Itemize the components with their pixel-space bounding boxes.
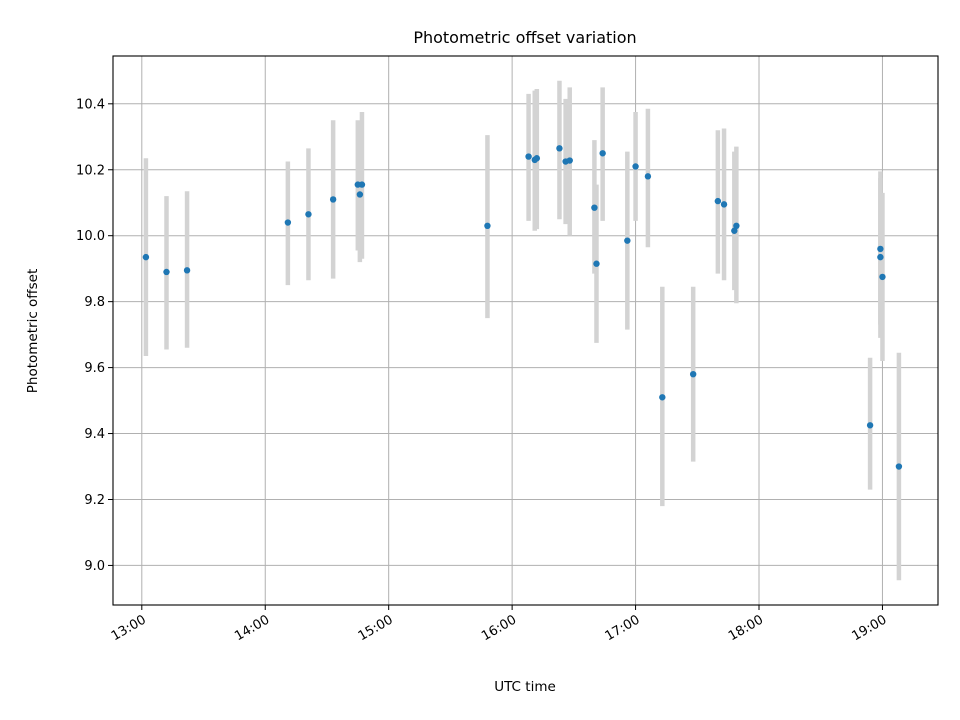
data-points [142,145,903,470]
data-point [866,422,874,429]
x-tick-label: 14:00 [232,612,272,644]
data-point [624,237,631,244]
data-point [733,222,740,230]
data-point [356,191,364,198]
data-point [566,157,573,164]
data-point [525,153,532,160]
x-axis-label: UTC time [494,679,556,695]
x-tick-label: 15:00 [356,612,396,644]
data-point [879,273,886,281]
x-tick-label: 18:00 [726,612,766,644]
y-axis-ticks: 9.0 9.2 9.4 9.6 9.8 10.0 10.2 10.4 [76,97,113,574]
y-tick-label: 9.0 [84,559,105,574]
data-point [593,260,600,267]
data-point [329,196,337,203]
x-tick-label: 19:00 [850,612,890,644]
y-tick-label: 10.4 [76,97,105,112]
data-point [358,181,366,188]
y-tick-label: 9.4 [84,427,105,442]
data-point [644,173,652,180]
y-axis-label: Photometric offset [25,269,41,393]
x-tick-label: 16:00 [479,612,519,644]
data-point [591,204,598,211]
data-point [895,463,903,470]
x-tick-label: 17:00 [603,612,643,644]
data-point [877,245,884,253]
data-point [731,227,738,234]
data-point [714,197,722,205]
data-point [877,253,884,261]
grid [113,56,938,605]
data-point [689,370,697,378]
plot-area-frame [112,55,939,606]
data-point [533,155,541,162]
data-point [556,145,563,152]
data-point [632,163,639,170]
data-point [305,211,312,218]
y-tick-label: 9.8 [84,295,105,310]
data-point [599,150,606,157]
y-tick-label: 10.2 [76,163,105,178]
data-point [484,222,491,230]
data-point [183,267,191,274]
x-axis-ticks: 13:00 14:00 15:00 16:00 17:00 18:00 19:00 [109,605,890,644]
y-tick-label: 9.6 [84,361,105,376]
error-bars [143,80,902,581]
y-tick-label: 9.2 [84,493,105,508]
chart-title: Photometric offset variation [413,28,636,47]
data-point [659,394,666,401]
data-point [163,268,170,276]
y-tick-label: 10.0 [76,229,105,244]
data-point [284,219,292,226]
x-tick-label: 13:00 [109,612,149,644]
data-point [142,253,150,261]
data-point [720,201,728,208]
